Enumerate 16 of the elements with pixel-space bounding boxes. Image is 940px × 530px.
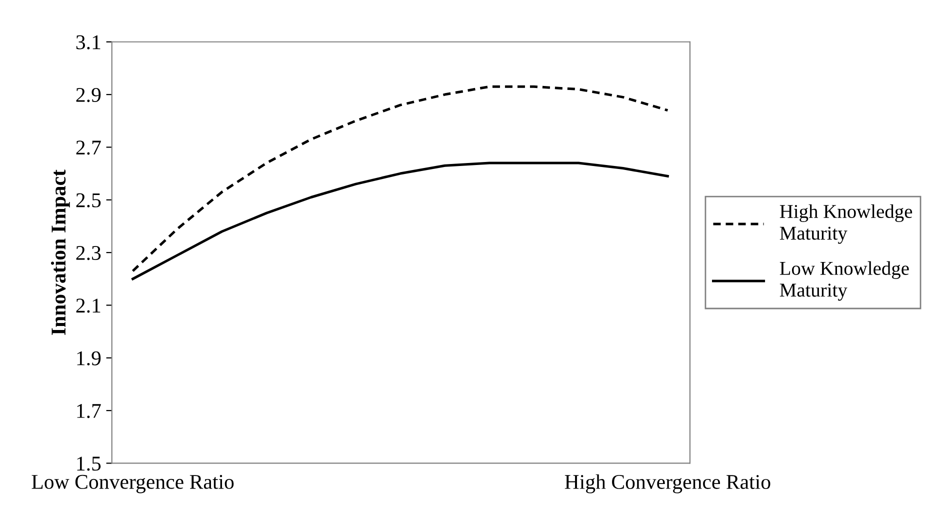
y-tick-label: 2.5 [76, 193, 101, 208]
y-tick-label: 2.9 [76, 88, 101, 102]
y-axis-title: Innovation Impact [50, 170, 70, 335]
y-tick-label: 1.7 [77, 404, 101, 418]
y-tick-label: 2.7 [76, 140, 101, 155]
legend-label: High Knowledge Maturity [780, 204, 912, 244]
x-tick-label: Low Convergence Ratio [32, 474, 234, 494]
y-tick-label: 1.5 [77, 456, 101, 471]
legend-label: Low Knowledge Maturity [780, 261, 909, 301]
y-tick-label: 3.1 [76, 35, 100, 50]
line-series [132, 85, 669, 272]
line-series [132, 162, 669, 280]
y-tick-label: 2.1 [76, 298, 100, 313]
y-tick-label: 2.3 [76, 246, 101, 260]
x-tick-label: High Convergence Ratio [564, 474, 770, 494]
y-tick-label: 1.9 [77, 351, 101, 366]
